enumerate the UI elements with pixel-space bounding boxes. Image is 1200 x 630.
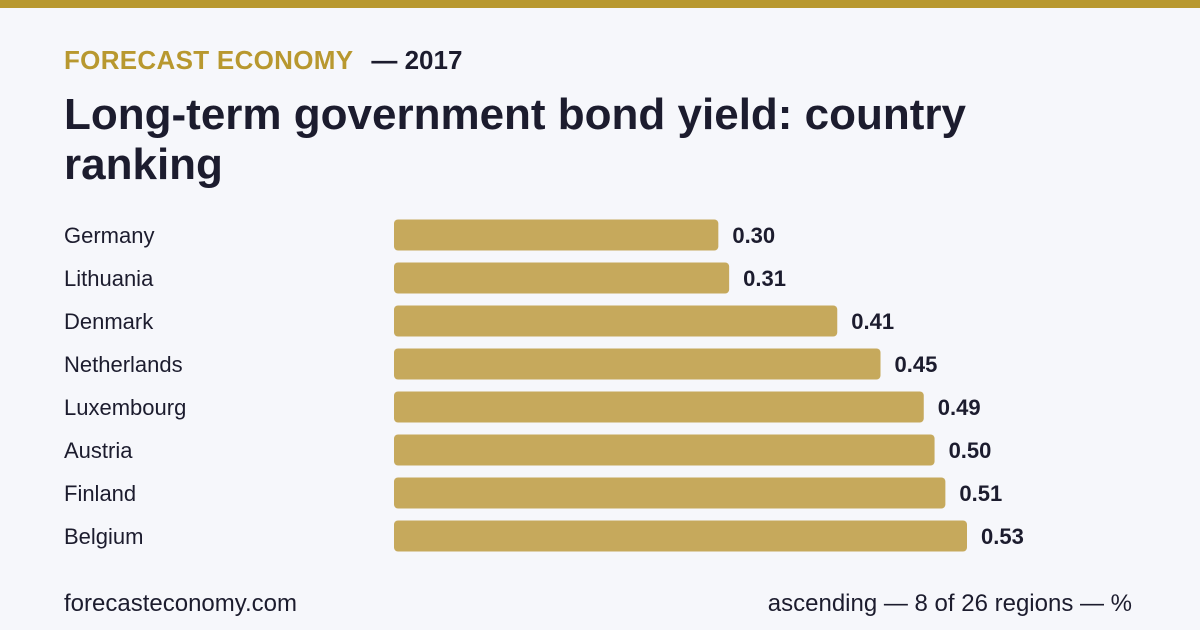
- category-label: Netherlands: [64, 352, 183, 377]
- category-label: Austria: [64, 438, 133, 463]
- chart-title: Long-term government bond yield: country…: [64, 90, 967, 189]
- value-label: 0.31: [743, 266, 786, 291]
- category-label: Belgium: [64, 524, 143, 549]
- bar: [394, 520, 967, 552]
- top-accent-bar: [0, 0, 1200, 8]
- value-label: 0.30: [732, 223, 775, 248]
- value-label: 0.53: [981, 524, 1024, 549]
- bar: [394, 477, 946, 509]
- year-label: — 2017: [371, 45, 463, 75]
- category-label: Denmark: [64, 309, 154, 334]
- brand-line: FORECAST ECONOMY — 2017: [64, 45, 462, 76]
- value-label: 0.49: [938, 395, 981, 420]
- bar: [394, 305, 838, 337]
- brand-name: FORECAST ECONOMY: [64, 45, 354, 75]
- footer-note: ascending — 8 of 26 regions — %: [767, 590, 1132, 617]
- bar: [394, 348, 881, 380]
- footer-site[interactable]: forecasteconomy.com: [64, 590, 297, 617]
- value-label: 0.50: [949, 438, 992, 463]
- category-label: Finland: [64, 481, 136, 506]
- value-label: 0.45: [895, 352, 938, 377]
- category-label: Lithuania: [64, 266, 154, 291]
- bar: [394, 434, 935, 466]
- bar: [394, 391, 924, 423]
- bar: [394, 219, 719, 251]
- category-label: Germany: [64, 223, 154, 248]
- value-label: 0.41: [851, 309, 894, 334]
- value-label: 0.51: [959, 481, 1002, 506]
- category-label: Luxembourg: [64, 395, 186, 420]
- bar: [394, 262, 730, 294]
